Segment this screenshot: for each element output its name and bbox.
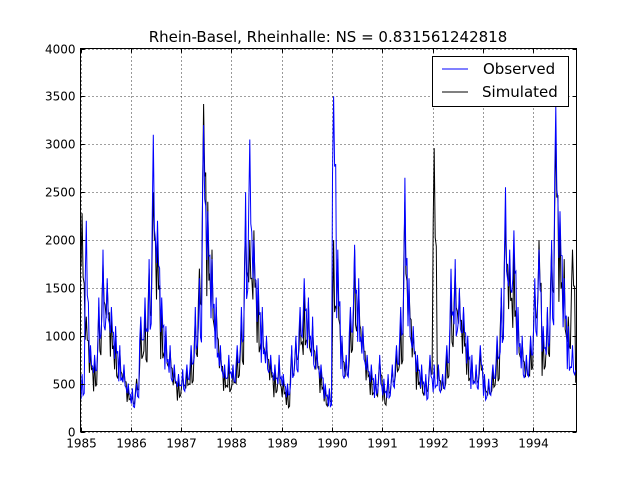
y-tick-label: 3000 <box>45 138 76 152</box>
x-tick-label: 1990 <box>317 437 348 451</box>
y-tick-label: 0 <box>68 426 76 440</box>
x-tick-label: 1992 <box>418 437 449 451</box>
chart-title: Rhein-Basel, Rheinhalle: NS = 0.83156124… <box>149 28 508 46</box>
legend-box <box>432 56 569 107</box>
x-tick-label: 1988 <box>216 437 247 451</box>
y-tick-label: 1000 <box>45 330 76 344</box>
ticks: 1985 1986 1987 1988 1989 1990 1991 1992 1993 1994… <box>45 43 577 451</box>
x-tick-label: 1987 <box>166 437 197 451</box>
legend-label-simulated: Simulated <box>482 83 558 101</box>
y-tick-label: 3500 <box>45 90 76 104</box>
series-lines <box>80 96 577 410</box>
x-tick-label: 1989 <box>267 437 298 451</box>
y-tick-label: 2000 <box>45 234 76 248</box>
grid <box>80 48 577 433</box>
y-tick-label: 4000 <box>45 43 76 57</box>
y-tick-label: 2500 <box>45 186 76 200</box>
x-tick-label: 1991 <box>367 437 398 451</box>
y-tick-label: 500 <box>53 378 76 392</box>
x-tick-label: 1985 <box>66 437 97 451</box>
x-tick-label: 1993 <box>468 437 499 451</box>
legend: Observed Simulated <box>432 56 569 107</box>
x-tick-label: 1994 <box>518 437 549 451</box>
x-tick-label: 1986 <box>116 437 147 451</box>
y-tick-label: 1500 <box>45 282 76 296</box>
legend-label-observed: Observed <box>483 60 555 78</box>
series-line-observed <box>80 96 577 409</box>
